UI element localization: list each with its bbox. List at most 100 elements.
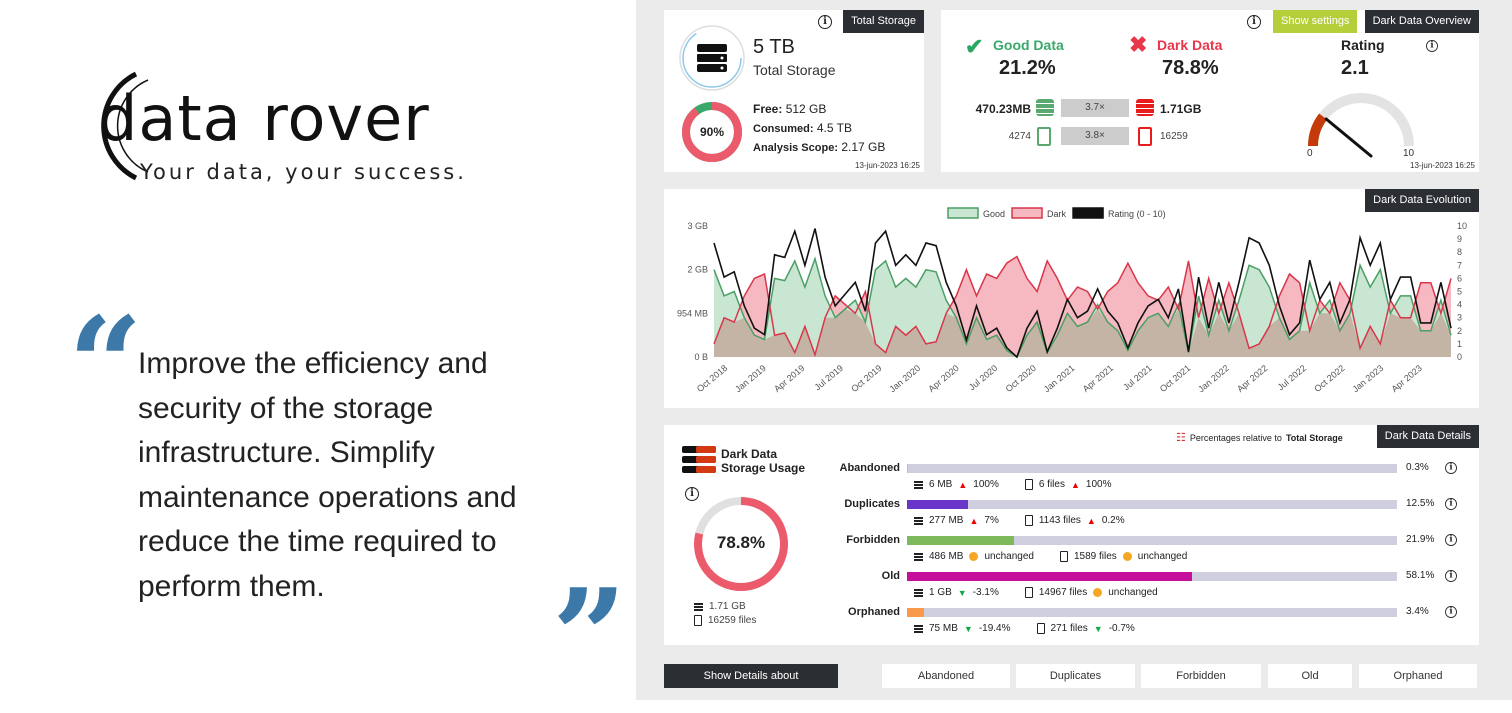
info-icon[interactable]: i: [1445, 606, 1457, 618]
gauge-max: 10: [1403, 148, 1415, 159]
dark-file-icon: [1138, 127, 1152, 146]
x-tick-label: Apr 2022: [1235, 363, 1269, 394]
y2-tick-label: 5: [1457, 287, 1462, 297]
row-bar: [907, 572, 1397, 581]
x-tick-label: Jul 2020: [967, 363, 999, 393]
info-icon[interactable]: i: [1445, 498, 1457, 510]
good-data-label: Good Data: [993, 37, 1064, 53]
free-value: 512 GB: [785, 102, 827, 116]
x-tick-label: Apr 2021: [1081, 363, 1115, 394]
gauge-min: 0: [1307, 148, 1313, 159]
row-label: Abandoned: [839, 462, 901, 474]
y2-tick-label: 6: [1457, 273, 1462, 283]
row-label: Orphaned: [848, 606, 900, 618]
x-tick-label: Oct 2018: [695, 363, 729, 394]
dark-total-size: 1.71 GB: [709, 601, 746, 612]
legend-label[interactable]: Dark: [1047, 209, 1067, 219]
unchanged-icon: [1122, 552, 1132, 561]
row-stats: 486 MB unchanged 1589 files unchanged: [914, 551, 1187, 562]
x-tick-label: Apr 2020: [926, 363, 960, 394]
size-icon: [914, 516, 923, 525]
total-storage-value: 5 TB: [753, 36, 795, 58]
row-pct: 58.1%: [1406, 570, 1435, 581]
x-tick-label: Oct 2021: [1158, 363, 1192, 394]
info-icon[interactable]: i: [1445, 534, 1457, 546]
show-settings-button[interactable]: Show settings: [1273, 10, 1358, 33]
check-icon: ✔: [965, 34, 984, 59]
y2-tick-label: 3: [1457, 313, 1462, 323]
row-bar: [907, 608, 1397, 617]
dark-donut-pct: 78.8%: [716, 533, 766, 552]
row-stats: 1 GB ▼ -3.1% 14967 files unchanged: [914, 587, 1158, 598]
info-icon[interactable]: i: [1426, 40, 1438, 52]
info-icon[interactable]: i: [818, 15, 832, 29]
row-label: Old: [881, 570, 900, 582]
rating-value: 2.1: [1341, 57, 1369, 79]
x-tick-label: Oct 2020: [1004, 363, 1038, 394]
info-icon[interactable]: i: [1445, 462, 1457, 474]
overlap-area: [714, 309, 1451, 357]
logo-arc: [101, 71, 149, 181]
percentage-note: ☷ Percentages relative to Total Storage: [1176, 432, 1343, 444]
details-title: Dark Data Storage Usage: [721, 447, 806, 475]
details-button-duplicates[interactable]: Duplicates: [1016, 664, 1135, 688]
y2-tick-label: 4: [1457, 300, 1462, 310]
details-button-abandoned[interactable]: Abandoned: [882, 664, 1010, 688]
x-tick-label: Jan 2019: [733, 363, 768, 394]
overview-tag: Dark Data Overview: [1364, 10, 1479, 33]
dark-data-pct: 78.8%: [1162, 57, 1219, 79]
details-button-old[interactable]: Old: [1268, 664, 1352, 688]
info-icon[interactable]: i: [1247, 15, 1261, 29]
info-icon[interactable]: i: [1445, 570, 1457, 582]
y-tick-label: 0 B: [694, 352, 708, 362]
x-tick-label: Jan 2020: [887, 363, 922, 394]
details-button-orphaned[interactable]: Orphaned: [1359, 664, 1477, 688]
info-icon[interactable]: i: [685, 487, 699, 501]
unchanged-icon: [1093, 588, 1103, 597]
x-tick-label: Apr 2023: [1389, 363, 1423, 394]
good-db-icon: [1036, 99, 1054, 116]
dark-files: 16259: [1160, 131, 1188, 142]
row-pct: 0.3%: [1406, 462, 1429, 473]
dark-line: [713, 255, 1452, 358]
x-tick-label: Jan 2021: [1042, 363, 1077, 394]
row-bar-fill: [907, 500, 969, 509]
usage-donut: [682, 102, 742, 162]
row-bar: [907, 500, 1397, 509]
total-storage-card: i Total Storage 5 TB Total Storage 90% F…: [664, 10, 924, 172]
legend-label[interactable]: Rating (0 - 10): [1108, 209, 1166, 219]
row-bar: [907, 536, 1397, 545]
open-quote-icon: “: [68, 288, 143, 441]
details-button-forbidden[interactable]: Forbidden: [1141, 664, 1261, 688]
trend-up-icon: ▲: [969, 515, 979, 526]
x-tick-label: Jul 2019: [813, 363, 845, 393]
dark-donut: [694, 497, 788, 591]
file-icon: [1059, 551, 1068, 562]
row-pct: 12.5%: [1406, 498, 1435, 509]
file-icon: [1024, 515, 1033, 526]
row-label: Forbidden: [846, 534, 900, 546]
x-tick-label: Jul 2022: [1276, 363, 1308, 393]
x-tick-label: Jul 2021: [1121, 363, 1153, 393]
promo-panel: data rover Your data, your success. “ Im…: [0, 0, 636, 702]
size-icon: [914, 552, 923, 561]
dark-data-evolution-card: Dark Data Evolution 0 B 954 MB 2 GB 3 GB 0 1 2…: [664, 189, 1479, 408]
usage-pct: 90%: [699, 125, 725, 139]
trend-up-icon: ▲: [1086, 515, 1096, 526]
consumed-value: 4.5 TB: [816, 121, 852, 135]
row-stats: 75 MB ▼ -19.4% 271 files ▼ -0.7%: [914, 623, 1135, 634]
row-bar-fill: [907, 536, 1015, 545]
row-bar-fill: [907, 572, 1192, 581]
y-tick-label: 3 GB: [687, 221, 708, 231]
row-bar: [907, 464, 1397, 473]
files-ratio: 3.8×: [1061, 127, 1129, 145]
row-bar-fill: [907, 464, 909, 473]
size-icon: [914, 588, 923, 597]
trend-up-icon: ▲: [958, 479, 968, 490]
file-icon: [1024, 479, 1033, 490]
legend-label[interactable]: Good: [983, 209, 1005, 219]
total-storage-tag: Total Storage: [843, 10, 924, 33]
size-icon: [914, 624, 923, 633]
x-tick-label: Jan 2023: [1350, 363, 1385, 394]
